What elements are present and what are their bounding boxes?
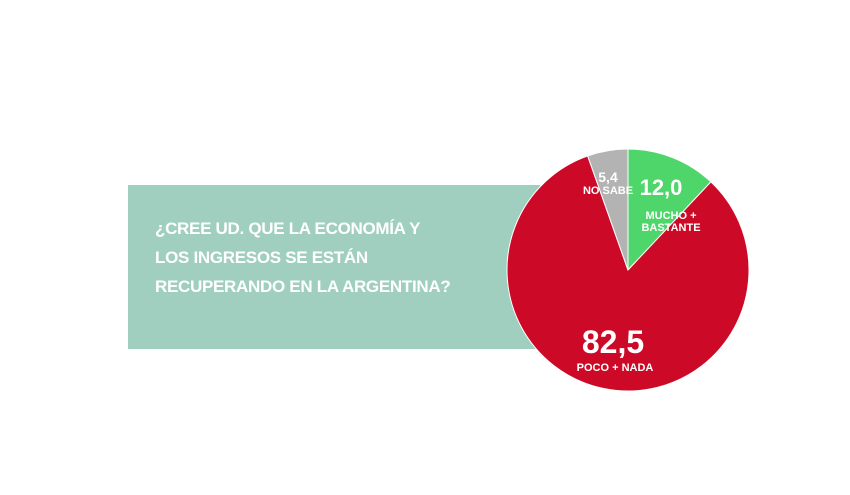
chart-title: ¿CREE UD. QUE LA ECONOMÍA Y LOS INGRESOS… (155, 219, 451, 296)
value-label: 5,4 (598, 169, 618, 185)
question-box (128, 185, 540, 349)
pie-slice (506, 155, 750, 392)
pie-slice (627, 148, 712, 272)
pie-slice (587, 148, 629, 271)
value-label: 82,5 (581, 324, 645, 360)
category-label: POCO + NADA (576, 362, 654, 374)
category-label: MUCHO + BASTANTE (641, 210, 701, 234)
category-label: NO SABE (582, 185, 634, 197)
value-label: 12,0 (639, 175, 683, 200)
